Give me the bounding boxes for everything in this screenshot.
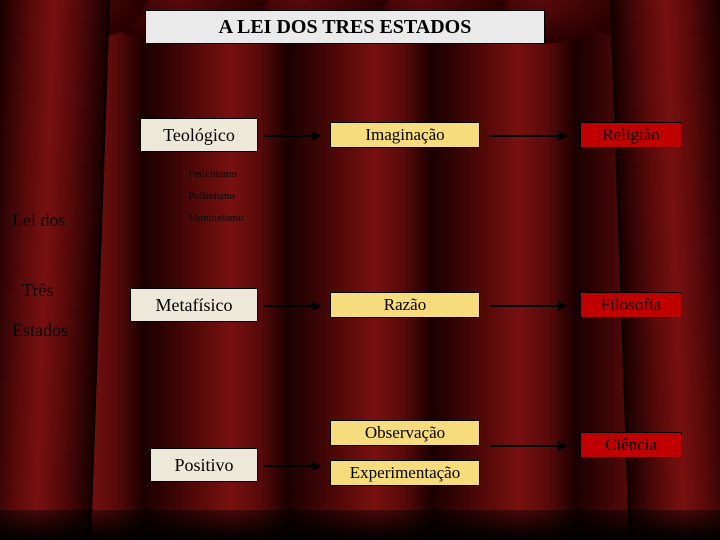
stage-floor — [0, 510, 720, 540]
feature-box-razao: Razão — [330, 292, 480, 318]
diagram-title: A LEI DOS TRES ESTADOS — [145, 10, 545, 44]
arrow-icon — [264, 458, 324, 474]
side-label-3: Estados — [12, 320, 68, 341]
arrow-icon — [490, 438, 570, 454]
feature-box-experimentacao: Experimentação — [330, 460, 480, 486]
feature-box-imaginacao: Imaginação — [330, 122, 480, 148]
arrow-icon — [264, 298, 324, 314]
curtain-left — [0, 0, 110, 540]
stage-box-metafisico: Metafísico — [130, 288, 258, 322]
sub-fetichismo: Fetichismo — [188, 168, 237, 180]
side-label-1: Lei dos — [12, 210, 66, 231]
stage-box-teologico: Teológico — [140, 118, 258, 152]
curtain-right — [610, 0, 720, 540]
arrow-icon — [490, 298, 570, 314]
outcome-box-ciencia: Ciência — [580, 432, 682, 458]
stage-box-positivo: Positivo — [150, 448, 258, 482]
outcome-box-filosofia: Filosofia — [580, 292, 682, 318]
sub-politeismo: Politeísmo — [188, 190, 235, 202]
arrow-icon — [264, 128, 324, 144]
arrow-icon — [490, 128, 570, 144]
sub-monoteismo: Monoteísmo — [188, 212, 244, 224]
feature-box-observacao: Observação — [330, 420, 480, 446]
outcome-box-religiao: Religião — [580, 122, 682, 148]
side-label-2: Três — [22, 280, 53, 301]
